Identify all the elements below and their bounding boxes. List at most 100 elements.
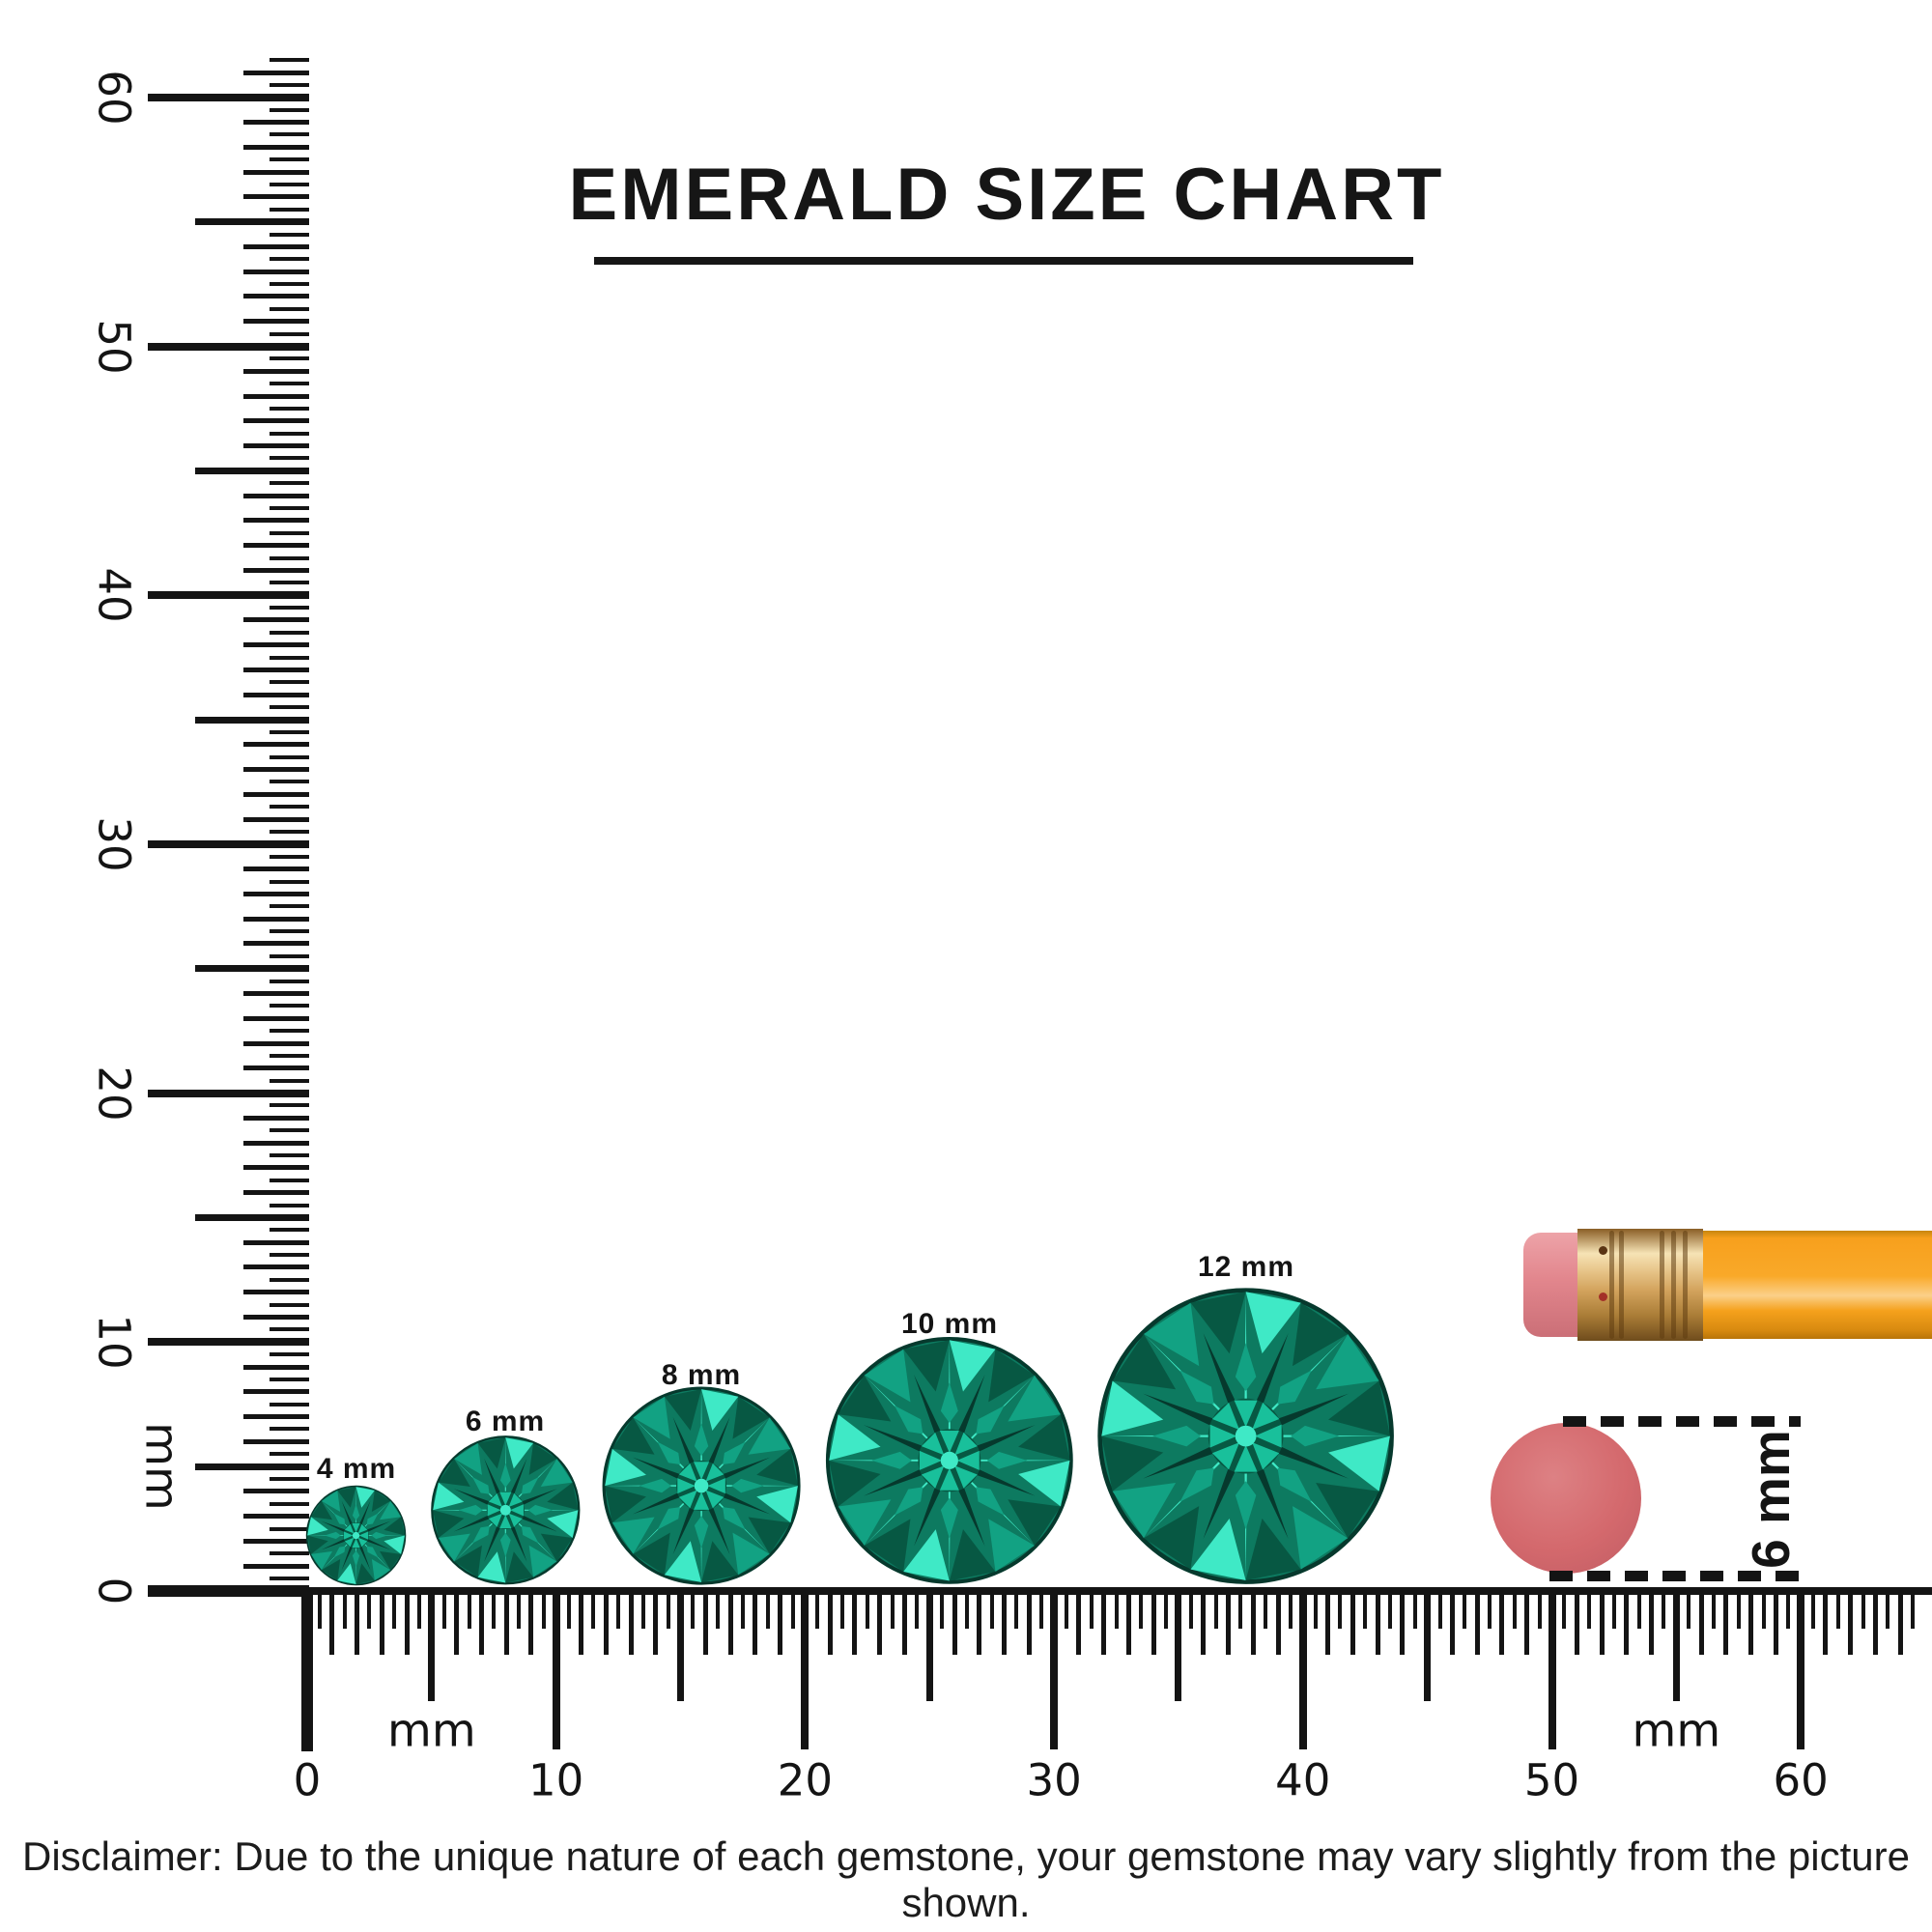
page-title: EMERALD SIZE CHART bbox=[568, 154, 1445, 236]
left-ruler-tick bbox=[270, 1203, 309, 1208]
bottom-ruler-tick bbox=[467, 1589, 471, 1629]
left-ruler-tick bbox=[243, 1264, 309, 1270]
bottom-ruler-tick bbox=[1238, 1589, 1243, 1629]
left-ruler-tick bbox=[243, 1140, 309, 1146]
left-ruler-tick bbox=[243, 1290, 309, 1295]
pencil-ferrule bbox=[1577, 1229, 1703, 1341]
bottom-ruler-tick bbox=[1089, 1589, 1094, 1629]
bottom-ruler-tick bbox=[666, 1589, 670, 1629]
bottom-ruler-tick bbox=[1897, 1589, 1903, 1655]
left-ruler-tick bbox=[270, 1302, 309, 1307]
bottom-ruler-tick bbox=[1848, 1589, 1854, 1655]
left-ruler-tick bbox=[243, 642, 309, 648]
left-ruler-tick bbox=[243, 319, 309, 325]
bottom-ruler-unit-label: mm bbox=[1632, 1704, 1721, 1758]
left-ruler-tick bbox=[270, 1029, 309, 1034]
left-ruler-tick bbox=[270, 257, 309, 262]
bottom-ruler-tick bbox=[1499, 1589, 1505, 1655]
bottom-ruler-tick bbox=[1164, 1589, 1169, 1629]
bottom-ruler-tick bbox=[801, 1589, 810, 1749]
bottom-ruler-tick bbox=[1039, 1589, 1044, 1629]
left-ruler-tick bbox=[243, 1364, 309, 1370]
left-ruler-tick bbox=[243, 1239, 309, 1245]
left-ruler-tick bbox=[270, 331, 309, 336]
left-ruler-tick bbox=[195, 1213, 309, 1221]
bottom-ruler-tick bbox=[827, 1589, 833, 1655]
eraser-disc bbox=[1491, 1423, 1641, 1574]
left-ruler-tick bbox=[270, 1253, 309, 1258]
bottom-ruler-tick bbox=[1698, 1589, 1704, 1655]
ferrule-crimp bbox=[1609, 1231, 1614, 1339]
left-ruler-tick bbox=[243, 692, 309, 697]
emerald-gem-6mm bbox=[430, 1435, 581, 1585]
bottom-ruler-number: 10 bbox=[528, 1754, 584, 1806]
left-ruler-tick bbox=[243, 1489, 309, 1494]
gem-size-label: 10 mm bbox=[900, 1308, 999, 1340]
left-ruler-tick bbox=[243, 70, 309, 75]
bottom-ruler-tick bbox=[716, 1589, 721, 1629]
bottom-ruler-tick bbox=[1736, 1589, 1741, 1629]
bottom-ruler-tick bbox=[616, 1589, 621, 1629]
left-ruler-tick bbox=[243, 617, 309, 623]
bottom-ruler-tick bbox=[1636, 1589, 1641, 1629]
bottom-ruler-tick bbox=[503, 1589, 509, 1655]
left-ruler-tick bbox=[270, 606, 309, 611]
left-ruler-tick bbox=[243, 120, 309, 126]
bottom-ruler-tick bbox=[1823, 1589, 1829, 1655]
left-ruler-tick bbox=[243, 368, 309, 374]
bottom-ruler-tick bbox=[790, 1589, 795, 1629]
left-ruler-tick bbox=[243, 144, 309, 150]
bottom-ruler-tick bbox=[1125, 1589, 1131, 1655]
left-ruler-tick bbox=[243, 1040, 309, 1046]
left-ruler-tick bbox=[270, 1327, 309, 1332]
left-ruler-tick bbox=[243, 1065, 309, 1071]
left-ruler-tick bbox=[243, 1315, 309, 1321]
bottom-ruler-tick bbox=[952, 1589, 957, 1655]
bottom-ruler-tick bbox=[1213, 1589, 1218, 1629]
left-ruler-tick bbox=[243, 1015, 309, 1021]
left-ruler-tick bbox=[270, 805, 309, 810]
left-ruler-tick bbox=[243, 1438, 309, 1444]
bottom-ruler-tick bbox=[753, 1589, 758, 1655]
left-ruler-tick bbox=[270, 904, 309, 909]
gem-size-label: 4 mm bbox=[316, 1453, 397, 1485]
eraser-dimension-label: 6 mm bbox=[1741, 1430, 1801, 1569]
left-ruler-tick bbox=[270, 754, 309, 759]
bottom-ruler-tick bbox=[454, 1589, 460, 1655]
left-ruler-tick bbox=[243, 1115, 309, 1121]
dimension-dash-bottom bbox=[1549, 1571, 1801, 1581]
left-ruler-tick bbox=[243, 443, 309, 449]
bottom-ruler-tick bbox=[915, 1589, 920, 1629]
left-ruler-tick bbox=[243, 916, 309, 922]
bottom-ruler-tick bbox=[640, 1589, 645, 1629]
left-ruler-tick bbox=[270, 58, 309, 63]
left-ruler-tick bbox=[270, 780, 309, 784]
left-ruler-tick bbox=[270, 1377, 309, 1381]
ferrule-rivet bbox=[1599, 1246, 1607, 1255]
bottom-ruler-number: 0 bbox=[293, 1754, 322, 1806]
left-ruler-tick bbox=[270, 1551, 309, 1556]
bottom-ruler-tick bbox=[1250, 1589, 1256, 1655]
bottom-ruler-tick bbox=[1811, 1589, 1816, 1629]
bottom-ruler-tick bbox=[1064, 1589, 1068, 1629]
left-ruler-tick bbox=[195, 716, 309, 724]
left-ruler-tick bbox=[270, 979, 309, 983]
left-ruler-tick bbox=[270, 207, 309, 212]
bottom-ruler-tick bbox=[1599, 1589, 1605, 1655]
left-ruler-tick bbox=[270, 481, 309, 486]
gem-size-label: 8 mm bbox=[661, 1359, 742, 1391]
bottom-ruler-tick bbox=[1835, 1589, 1840, 1629]
bottom-ruler-tick bbox=[1687, 1589, 1691, 1629]
left-ruler-tick bbox=[270, 581, 309, 585]
bottom-ruler-tick bbox=[1264, 1589, 1268, 1629]
left-ruler-tick bbox=[243, 1389, 309, 1395]
title-underline bbox=[594, 257, 1413, 265]
left-ruler-tick bbox=[195, 1463, 309, 1470]
bottom-ruler-tick bbox=[1114, 1589, 1119, 1629]
bottom-ruler-tick bbox=[1624, 1589, 1630, 1655]
left-ruler-tick bbox=[243, 1538, 309, 1544]
bottom-ruler-tick bbox=[1437, 1589, 1442, 1629]
left-ruler-tick bbox=[270, 680, 309, 685]
bottom-ruler-tick bbox=[901, 1589, 907, 1655]
